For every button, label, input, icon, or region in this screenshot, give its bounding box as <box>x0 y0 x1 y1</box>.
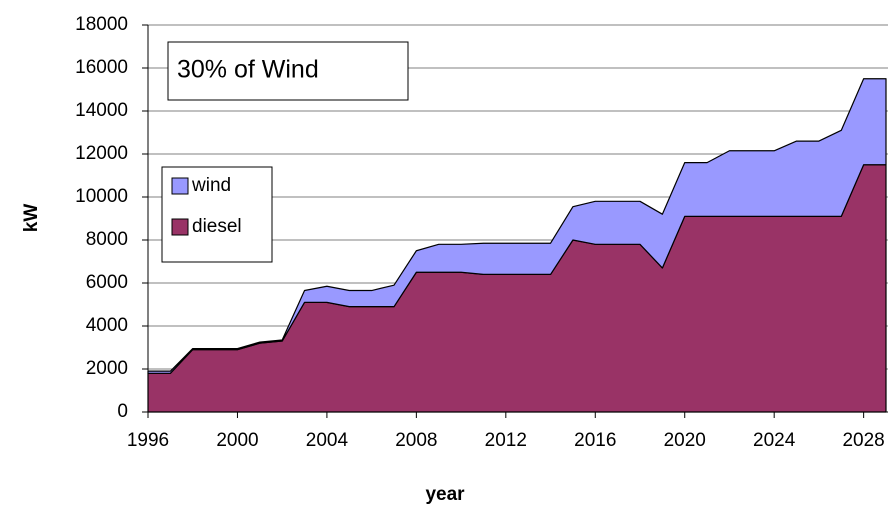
y-tick-label: 6000 <box>86 272 128 293</box>
y-tick-label: 12000 <box>75 143 128 164</box>
legend-label: diesel <box>192 216 242 237</box>
y-axis-label: kW <box>21 204 42 233</box>
y-tick-label: 8000 <box>86 229 128 250</box>
x-tick-label: 2008 <box>395 430 437 451</box>
annotation-box <box>167 41 409 101</box>
x-tick-label: 2016 <box>574 430 616 451</box>
x-tick-label: 2012 <box>485 430 527 451</box>
area <box>147 78 887 374</box>
x-tick-label: 2028 <box>842 430 884 451</box>
y-tick-label: 4000 <box>86 315 128 336</box>
x-tick-label: 2000 <box>216 430 258 451</box>
x-tick-label: 2024 <box>753 430 796 451</box>
legend-swatch <box>171 218 189 236</box>
y-tick-label: 18000 <box>75 14 128 35</box>
y-tick-label: 14000 <box>75 100 128 121</box>
y-tick-label: 10000 <box>75 186 128 207</box>
y-tick-label: 2000 <box>86 358 128 379</box>
x-tick-label: 2020 <box>664 430 706 451</box>
x-tick-label: 2004 <box>306 430 349 451</box>
x-tick-label: 1996 <box>127 430 169 451</box>
y-tick-label: 0 <box>117 401 128 422</box>
legend-swatch <box>171 177 189 195</box>
x-axis-label: year <box>425 484 465 505</box>
y-tick-label: 16000 <box>75 57 128 78</box>
annotation: 30% of Wind <box>177 56 319 84</box>
legend-label: wind <box>191 175 231 196</box>
